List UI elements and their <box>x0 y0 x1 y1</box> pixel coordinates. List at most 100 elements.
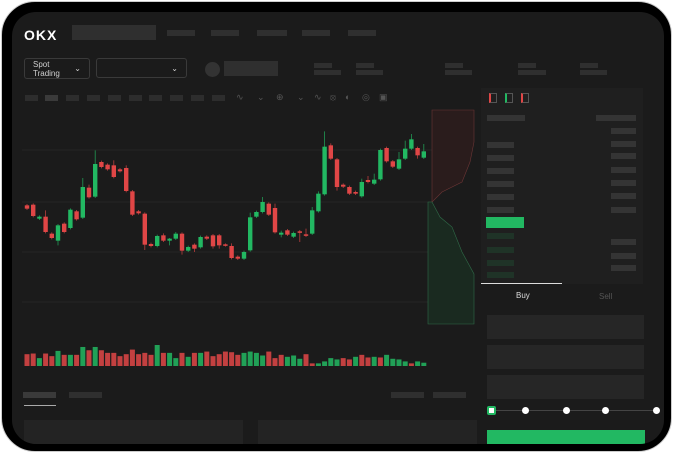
candle-body <box>210 235 216 247</box>
timeframe-button[interactable] <box>45 95 58 101</box>
volume-bar <box>421 362 427 366</box>
orderbook-ask-price <box>487 181 514 187</box>
candle-body <box>396 159 402 169</box>
candle-body <box>167 238 172 241</box>
orderbook-both-icon[interactable] <box>489 93 497 103</box>
chevron-icon[interactable]: ⌄ <box>297 92 305 102</box>
stat-value <box>518 70 546 75</box>
slider-step[interactable] <box>653 407 660 414</box>
tab-sell[interactable]: Sell <box>599 292 613 301</box>
orderbook-ask-price <box>487 115 525 121</box>
orderbook-amount <box>611 153 636 159</box>
orderbook-ask-price <box>487 194 514 200</box>
volume-bar <box>36 358 42 366</box>
volume-bar <box>346 359 352 366</box>
volume-bar <box>266 351 272 366</box>
timeframe-button[interactable] <box>25 95 38 101</box>
volume-bar <box>377 357 383 366</box>
volume-bar <box>384 354 390 366</box>
volume-bar <box>136 354 142 366</box>
leverage-slider-handle[interactable] <box>487 406 496 415</box>
timeframe-button[interactable] <box>87 95 100 101</box>
camera-icon[interactable]: ◐ <box>345 92 351 102</box>
candle-body <box>124 168 129 191</box>
nav-item[interactable] <box>167 30 195 36</box>
candle-body <box>31 204 36 216</box>
chevron-icon[interactable]: ⌄ <box>257 92 265 102</box>
volume-bar <box>340 358 346 366</box>
slider-step[interactable] <box>522 407 529 414</box>
volume-bar <box>191 352 197 366</box>
volume-bar <box>278 354 284 366</box>
volume-bar <box>55 350 61 366</box>
candle-body <box>303 234 309 236</box>
candle-body <box>179 233 185 251</box>
volume-bar <box>204 351 210 366</box>
tab-buy[interactable]: Buy <box>516 291 530 300</box>
slider-step[interactable] <box>602 407 609 414</box>
price-input[interactable] <box>487 315 644 339</box>
timeframe-icon[interactable]: ⊕ <box>276 92 284 102</box>
bottom-card <box>24 420 243 444</box>
amount-input[interactable] <box>487 345 644 369</box>
search-bar[interactable] <box>72 25 156 40</box>
coin-avatar <box>205 62 220 77</box>
nav-item[interactable] <box>348 30 376 36</box>
volume-bar <box>198 352 204 366</box>
orderbook-amount <box>611 180 636 186</box>
slider-step[interactable] <box>563 407 570 414</box>
filter-button[interactable] <box>433 392 466 398</box>
timeframe-button[interactable] <box>66 95 79 101</box>
candle-body <box>217 235 222 246</box>
timeframe-button[interactable] <box>108 95 121 101</box>
nav-item[interactable] <box>211 30 239 36</box>
volume-bar <box>111 352 117 366</box>
volume-bar <box>315 363 321 366</box>
leverage-slider-track[interactable] <box>491 410 657 411</box>
timeframe-button[interactable] <box>212 95 225 101</box>
volume-bar <box>129 349 135 366</box>
expand-icon[interactable]: ▣ <box>379 92 388 102</box>
volume-bar <box>167 352 173 366</box>
volume-bar <box>241 352 247 366</box>
candle-body <box>359 182 364 197</box>
orderbook-bids-icon[interactable] <box>505 93 513 103</box>
stat-value <box>356 70 383 75</box>
market-selector[interactable]: Spot Trading ⌄ <box>24 58 90 79</box>
candle-body <box>37 216 42 219</box>
candle-body <box>130 191 135 215</box>
filter-button[interactable] <box>391 392 424 398</box>
timeframe-button[interactable] <box>149 95 162 101</box>
stat-label <box>518 63 536 68</box>
volume-bar <box>353 356 359 366</box>
orderbook-asks-icon[interactable] <box>521 93 529 103</box>
orderbook-amount <box>611 193 636 199</box>
orderbook-bid-price <box>487 272 514 278</box>
timeframe-button[interactable] <box>129 95 142 101</box>
ruler-icon[interactable]: ⦻ <box>330 92 336 102</box>
timeframe-button[interactable] <box>191 95 204 101</box>
buy-button[interactable] <box>487 430 645 444</box>
volume-bar <box>49 356 55 366</box>
tab-order-history[interactable] <box>69 392 102 398</box>
volume-bar <box>297 358 303 366</box>
total-input[interactable] <box>487 375 644 399</box>
pair-selector[interactable]: ⌄ <box>96 58 187 78</box>
volume-bar <box>74 354 80 366</box>
volume-bar <box>272 358 278 366</box>
candle-body <box>105 164 110 170</box>
candle-body <box>198 237 203 248</box>
indicator-icon[interactable]: ∿ <box>236 92 244 102</box>
candlestick-chart[interactable] <box>12 12 664 444</box>
volume-bar <box>117 356 123 366</box>
tab-open-orders[interactable] <box>23 392 56 398</box>
volume-bar <box>365 357 371 366</box>
nav-item[interactable] <box>302 30 330 36</box>
settings-icon[interactable]: ◎ <box>362 92 370 102</box>
candle-body <box>365 180 371 182</box>
timeframe-button[interactable] <box>170 95 183 101</box>
nav-item[interactable] <box>257 30 287 36</box>
orderbook-amount <box>611 239 636 245</box>
line-icon[interactable]: ∿ <box>314 92 322 102</box>
volume-bar <box>30 353 36 366</box>
